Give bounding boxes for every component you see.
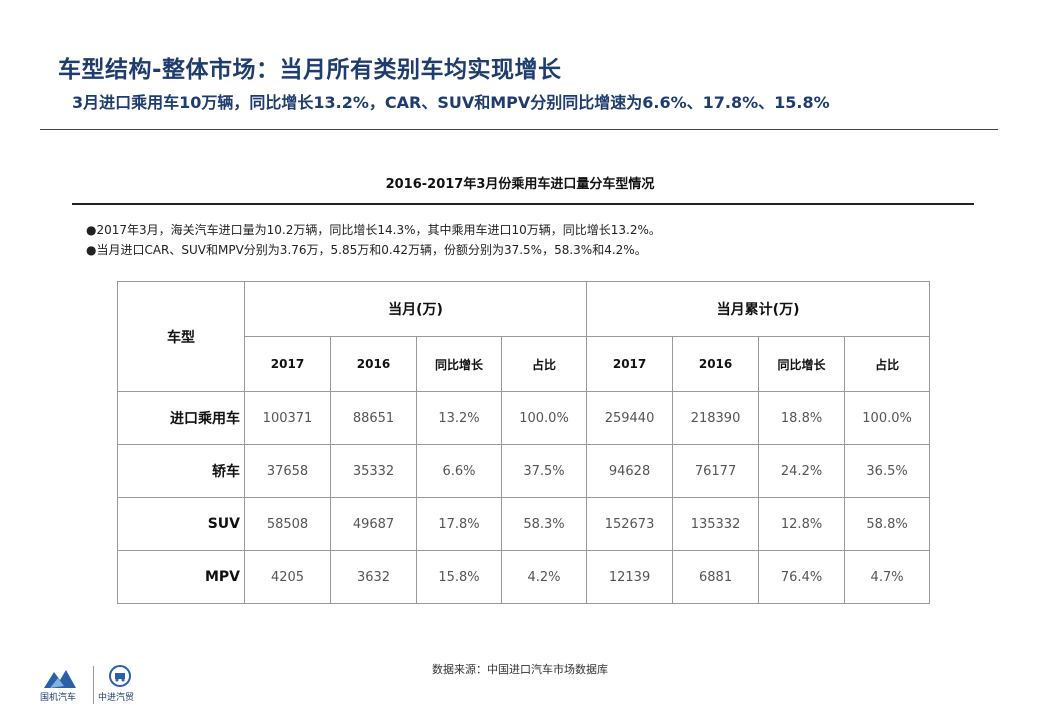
- data-source-note: 数据来源：中国进口汽车市场数据库: [432, 663, 608, 676]
- subheader-cell: 占比: [500, 336, 588, 392]
- bullet-list: ●2017年3月，海关汽车进口量为10.2万辆，同比增长14.3%，其中乘用车进…: [86, 220, 661, 260]
- sinomach-logo-icon: [44, 670, 76, 688]
- table-cell: 37.5%: [500, 444, 588, 498]
- page-title: 车型结构-整体市场：当月所有类别车均实现增长: [58, 57, 562, 83]
- table-cell: 17.8%: [416, 497, 502, 551]
- page-subtitle: 3月进口乘用车10万辆，同比增长13.2%，CAR、SUV和MPV分别同比增速为…: [72, 93, 830, 112]
- table-row: MPV 4205 3632 15.8% 4.2% 12139 6881 76.4…: [117, 550, 931, 604]
- row-label: 轿车: [117, 444, 245, 498]
- table-cell: 35332: [330, 444, 417, 498]
- logo-divider: [93, 666, 94, 704]
- table-cell: 15.8%: [416, 550, 502, 604]
- table-cell: 36.5%: [844, 444, 931, 498]
- table-cell: 94628: [586, 444, 674, 498]
- table-row: SUV 58508 49687 17.8% 58.3% 152673 13533…: [117, 497, 931, 551]
- subheader-cell: 同比增长: [758, 336, 846, 392]
- table-row: 进口乘用车 100371 88651 13.2% 100.0% 259440 2…: [117, 391, 931, 445]
- table-cell: 6881: [672, 550, 760, 604]
- table-cell: 4.2%: [500, 550, 588, 604]
- logo-text-cnaiec: 中进汽贸: [98, 693, 135, 703]
- table-cell: 3632: [330, 550, 417, 604]
- table-cell: 76177: [672, 444, 760, 498]
- header-divider: [40, 129, 998, 130]
- logo-text-sinomach: 国机汽车: [40, 693, 77, 703]
- table-header-row: 车型 当月(万) 当月累计(万): [117, 281, 931, 392]
- table-cell: 135332: [672, 497, 760, 551]
- table-cell: 49687: [330, 497, 417, 551]
- subheader-cell: 2016: [330, 336, 417, 392]
- table-cell: 88651: [330, 391, 417, 445]
- bullet-item: ●2017年3月，海关汽车进口量为10.2万辆，同比增长14.3%，其中乘用车进…: [86, 223, 661, 237]
- table-cell: 76.4%: [758, 550, 846, 604]
- subheader-cell: 2017: [244, 336, 331, 392]
- table-cell: 152673: [586, 497, 674, 551]
- subheader-cell: 占比: [844, 336, 931, 392]
- subheader-cell: 2017: [586, 336, 674, 392]
- subheader-cell: 同比增长: [416, 336, 502, 392]
- table-row: 轿车 37658 35332 6.6% 37.5% 94628 76177 24…: [117, 444, 931, 498]
- table-cell: 4.7%: [844, 550, 931, 604]
- group-header-cumulative: 当月累计(万): [586, 281, 931, 337]
- group-header-monthly: 当月(万): [243, 281, 588, 337]
- table-cell: 12.8%: [758, 497, 846, 551]
- table-cell: 12139: [586, 550, 674, 604]
- table-cell: 218390: [672, 391, 760, 445]
- cnaiec-logo-icon: [109, 665, 131, 687]
- section-divider: [72, 203, 974, 205]
- table-cell: 58.3%: [500, 497, 588, 551]
- bullet-item: ●当月进口CAR、SUV和MPV分别为3.76万，5.85万和0.42万辆，份额…: [86, 243, 647, 257]
- vehicle-type-table: 车型 当月(万) 当月累计(万) 2017 2016 同比增长 占比 2017 …: [117, 281, 931, 604]
- subheader-cell: 2016: [672, 336, 760, 392]
- table-cell: 58.8%: [844, 497, 931, 551]
- table-cell: 259440: [586, 391, 674, 445]
- table-title: 2016-2017年3月份乘用车进口量分车型情况: [385, 177, 655, 192]
- row-label: SUV: [117, 497, 245, 551]
- table-cell: 18.8%: [758, 391, 846, 445]
- table-cell: 6.6%: [416, 444, 502, 498]
- table-cell: 4205: [244, 550, 331, 604]
- row-label: MPV: [117, 550, 245, 604]
- table-cell: 24.2%: [758, 444, 846, 498]
- table-cell: 100.0%: [500, 391, 588, 445]
- table-cell: 37658: [244, 444, 331, 498]
- table-subheader-row: 2017 2016 同比增长 占比 2017 2016 同比增长 占比: [118, 336, 931, 392]
- table-cell: 13.2%: [416, 391, 502, 445]
- table-cell: 100.0%: [844, 391, 931, 445]
- corner-header: 车型: [117, 281, 245, 392]
- table-cell: 100371: [244, 391, 331, 445]
- table-cell: 58508: [244, 497, 331, 551]
- row-label: 进口乘用车: [117, 391, 245, 445]
